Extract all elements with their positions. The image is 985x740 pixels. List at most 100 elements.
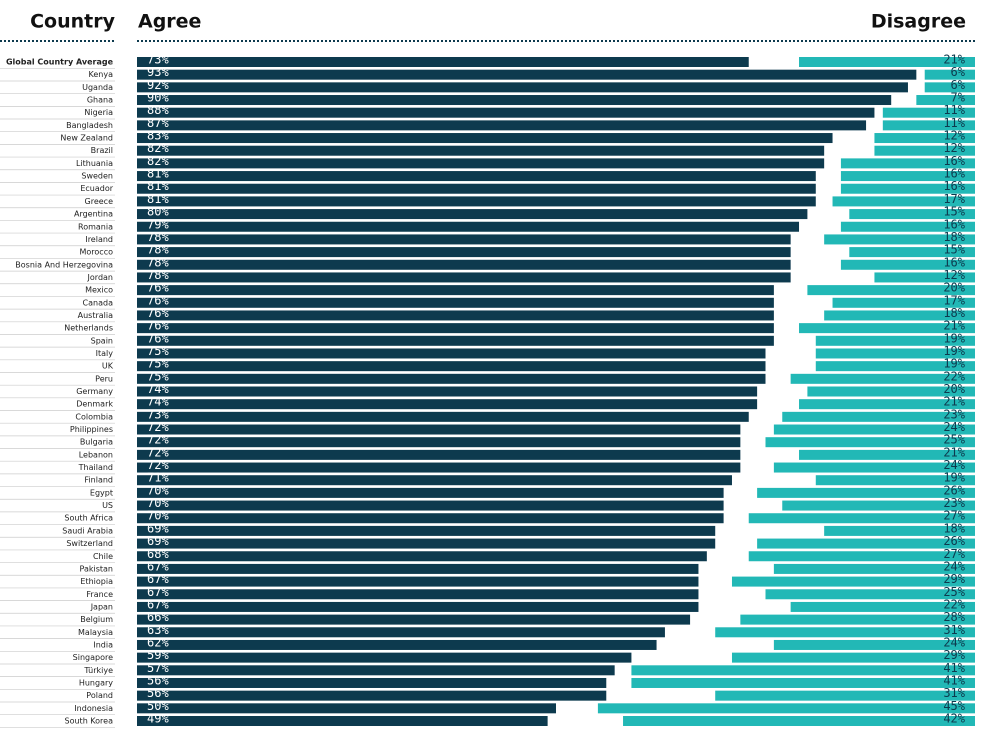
disagree-bar	[748, 513, 975, 524]
agree-bar	[137, 627, 665, 638]
disagree-value-label: 41%	[943, 661, 965, 675]
category-label: Bangladesh	[66, 121, 113, 130]
category-label: Argentina	[74, 210, 113, 219]
agree-value-label: 73%	[147, 407, 169, 421]
agree-bar	[137, 437, 741, 448]
agree-bar	[137, 297, 774, 308]
disagree-bar	[924, 69, 975, 80]
disagree-bar	[849, 209, 975, 220]
disagree-value-label: 24%	[943, 420, 965, 434]
agree-value-label: 72%	[147, 445, 169, 459]
disagree-value-label: 17%	[943, 293, 965, 307]
disagree-bar	[790, 601, 975, 612]
category-label: Chile	[93, 552, 113, 561]
agree-value-label: 67%	[147, 585, 169, 599]
agree-value-label: 62%	[147, 635, 169, 649]
category-label: Egypt	[90, 488, 113, 497]
disagree-value-label: 11%	[943, 116, 965, 130]
category-label: Ghana	[87, 96, 113, 105]
agree-bar	[137, 158, 825, 169]
disagree-bar	[631, 677, 975, 688]
agree-bar	[137, 247, 791, 258]
category-label: Ireland	[85, 235, 113, 244]
disagree-bar	[824, 234, 975, 245]
disagree-value-label: 26%	[943, 534, 965, 548]
disagree-bar	[765, 589, 975, 600]
category-label: Sweden	[81, 172, 113, 181]
disagree-bar	[757, 487, 975, 498]
disagree-bar	[715, 627, 975, 638]
disagree-bar	[824, 310, 975, 321]
disagree-bar	[815, 361, 975, 372]
category-label: Jordan	[87, 273, 113, 282]
agree-value-label: 69%	[147, 521, 169, 535]
disagree-bar	[790, 373, 975, 384]
disagree-value-label: 12%	[943, 141, 965, 155]
agree-bar	[137, 209, 808, 220]
agree-value-label: 82%	[147, 154, 169, 168]
agree-value-label: 90%	[147, 91, 169, 105]
agree-value-label: 56%	[147, 673, 169, 687]
disagree-value-label: 28%	[943, 610, 965, 624]
category-label: Pakistan	[80, 564, 114, 573]
disagree-bar	[597, 703, 975, 714]
agree-bar	[137, 665, 615, 676]
agree-value-label: 67%	[147, 559, 169, 573]
category-label: Greece	[85, 197, 114, 206]
agree-value-label: 63%	[147, 623, 169, 637]
agree-bar	[137, 551, 707, 562]
disagree-value-label: 27%	[943, 509, 965, 523]
disagree-bar	[799, 399, 975, 410]
agree-value-label: 75%	[147, 344, 169, 358]
agree-bar	[137, 234, 791, 245]
agree-bar	[137, 145, 825, 156]
disagree-bar	[731, 576, 975, 587]
agree-bar	[137, 614, 691, 625]
disagree-bar	[832, 297, 975, 308]
agree-bar	[137, 716, 548, 726]
disagree-value-label: 26%	[943, 483, 965, 497]
disagree-value-label: 18%	[943, 306, 965, 320]
disagree-value-label: 19%	[943, 471, 965, 485]
disagree-value-label: 20%	[943, 382, 965, 396]
disagree-bar	[740, 614, 975, 625]
agree-value-label: 83%	[147, 129, 169, 143]
agree-value-label: 50%	[147, 699, 169, 713]
agree-value-label: 81%	[147, 179, 169, 193]
agree-value-label: 78%	[147, 255, 169, 269]
disagree-bar	[773, 639, 975, 650]
agree-value-label: 67%	[147, 572, 169, 586]
category-label: Bulgaria	[80, 438, 113, 447]
disagree-bar	[815, 475, 975, 486]
category-label: Thailand	[78, 463, 113, 472]
category-label: Spain	[91, 336, 113, 345]
disagree-bar	[757, 538, 975, 549]
disagree-value-label: 6%	[951, 78, 966, 92]
category-label: Netherlands	[64, 324, 113, 333]
agree-value-label: 76%	[147, 331, 169, 345]
agree-value-label: 76%	[147, 319, 169, 333]
agree-bar	[137, 361, 766, 372]
disagree-bar	[874, 272, 975, 283]
agree-bar	[137, 399, 758, 410]
agree-bar	[137, 462, 741, 473]
disagree-value-label: 19%	[943, 331, 965, 345]
agree-value-label: 57%	[147, 661, 169, 675]
disagree-value-label: 18%	[943, 521, 965, 535]
category-label: Türkiye	[83, 666, 113, 675]
disagree-value-label: 6%	[951, 65, 966, 79]
disagree-value-label: 19%	[943, 344, 965, 358]
category-label: Colombia	[75, 412, 113, 421]
agree-value-label: 49%	[147, 712, 169, 726]
agree-bar	[137, 335, 774, 346]
disagree-bar	[874, 133, 975, 144]
disagree-value-label: 31%	[943, 623, 965, 637]
agree-bar	[137, 373, 766, 384]
agree-bar	[137, 589, 699, 600]
agree-bar	[137, 285, 774, 296]
category-label: Japan	[90, 602, 113, 611]
category-label: Mexico	[85, 286, 113, 295]
category-label: Global Country Average	[6, 58, 114, 67]
category-label: Australia	[78, 311, 113, 320]
disagree-value-label: 22%	[943, 597, 965, 611]
